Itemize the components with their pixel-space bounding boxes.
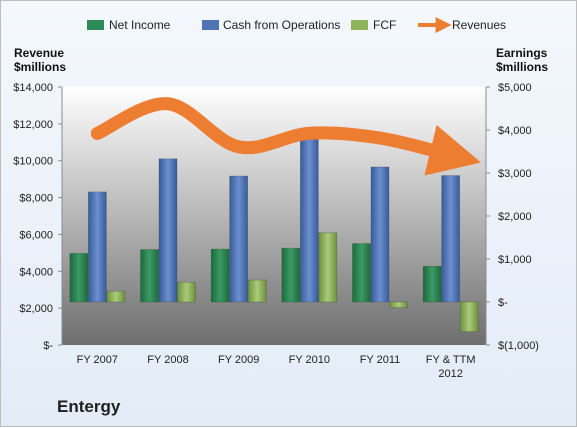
bar-net-income xyxy=(69,253,89,303)
legend-label-revenues: Revenues xyxy=(452,18,506,32)
x-tick-label: FY 2010 xyxy=(289,354,330,366)
right-tick-label: $1,000 xyxy=(498,254,532,266)
right-axis-ticks: $(1,000) $- $1,000 $2,000 $3,000 $4,000 $5,000 xyxy=(486,82,539,352)
x-tick-label: FY 2009 xyxy=(218,354,259,366)
company-title: Entergy xyxy=(57,397,121,416)
right-tick-label: $4,000 xyxy=(498,125,532,137)
bar-net-income xyxy=(140,249,159,303)
legend-label-cash-from-operations: Cash from Operations xyxy=(223,18,340,32)
bar-net-income xyxy=(422,265,442,303)
left-tick-label: $8,000 xyxy=(19,193,53,205)
bar-cash-from-operations xyxy=(299,133,319,303)
plot-area xyxy=(62,87,486,345)
left-tick-label: $- xyxy=(43,340,53,352)
left-tick-label: $6,000 xyxy=(19,229,53,241)
revenue-arrow-line xyxy=(90,97,481,176)
right-tick-label: $2,000 xyxy=(498,211,532,223)
x-tick-label: FY 2011 xyxy=(360,354,401,366)
bar-net-income xyxy=(281,247,301,303)
left-tick-label: $10,000 xyxy=(13,156,53,168)
left-tick-label: $4,000 xyxy=(19,266,53,278)
bar-net-income xyxy=(210,248,230,303)
right-tick-label: $(1,000) xyxy=(498,340,539,352)
x-tick-label: FY 2007 xyxy=(77,354,118,366)
right-tick-label: $3,000 xyxy=(498,168,532,180)
left-tick-label: $12,000 xyxy=(13,119,53,131)
bar-fcf xyxy=(106,290,126,303)
left-tick-label: $14,000 xyxy=(13,82,53,94)
bar-cash-from-operations xyxy=(87,191,107,303)
bar-net-income xyxy=(352,243,371,303)
left-tick-label: $2,000 xyxy=(19,303,53,315)
x-tick-label: FY & TTM 2012 xyxy=(426,354,476,380)
bar-cash-from-operations xyxy=(441,175,461,303)
right-tick-label: $5,000 xyxy=(498,82,532,94)
legend-label-fcf: FCF xyxy=(373,18,396,32)
bar-fcf xyxy=(177,281,196,303)
legend-swatch-fcf xyxy=(351,20,368,30)
bar-fcf xyxy=(389,301,408,308)
left-axis-title-line2: $millions xyxy=(14,60,66,74)
bar-cash-from-operations xyxy=(158,158,178,303)
bar-cash-from-operations xyxy=(370,166,390,303)
legend-swatch-cash-from-operations xyxy=(202,20,219,30)
bar-fcf xyxy=(247,279,267,303)
right-tick-label: $- xyxy=(498,297,508,309)
left-axis-title-line1: Revenue xyxy=(14,46,64,60)
bars xyxy=(69,133,479,333)
bar-cash-from-operations xyxy=(229,175,249,303)
legend: Net Income Cash from Operations FCF Reve… xyxy=(87,17,506,33)
right-axis-title-line1: Earnings xyxy=(496,46,548,60)
left-axis-ticks: $- $2,000 $4,000 $6,000 $8,000 $10,000 $12,000… xyxy=(13,82,62,352)
right-axis-title-line2: $millions xyxy=(496,60,548,74)
x-tick-label: FY 2008 xyxy=(147,354,188,366)
legend-label-net-income: Net Income xyxy=(109,18,171,32)
bar-fcf xyxy=(318,232,338,303)
bar-fcf xyxy=(459,301,479,333)
x-axis-labels: FY 2007 FY 2008 FY 2009 FY 2010 FY 2011 FY & … xyxy=(77,354,476,380)
legend-swatch-net-income xyxy=(87,20,104,30)
